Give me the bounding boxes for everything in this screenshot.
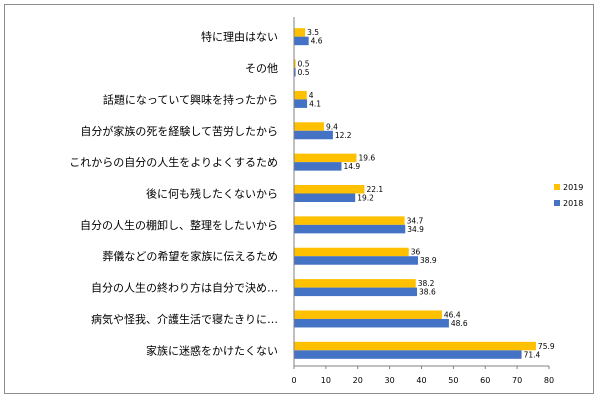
bars-group bbox=[294, 28, 536, 359]
bar-2019 bbox=[294, 122, 324, 131]
bar-2019 bbox=[294, 247, 409, 257]
bar-2019 bbox=[294, 185, 365, 194]
data-label-2019: 36 bbox=[411, 248, 421, 257]
data-label-2019: 19.6 bbox=[358, 154, 375, 163]
data-label-2019: 0.5 bbox=[298, 60, 310, 69]
data-label-2018: 4.1 bbox=[309, 99, 321, 108]
data-label-2019: 22.1 bbox=[366, 185, 383, 194]
bar-2018 bbox=[294, 36, 309, 46]
x-tick-label: 0 bbox=[291, 376, 296, 385]
legend-swatch-2018 bbox=[554, 200, 560, 206]
legend-label-2018: 2018 bbox=[563, 199, 583, 208]
category-label: 特に理由はない bbox=[201, 30, 278, 44]
bar-2019 bbox=[294, 279, 416, 288]
bar-2019 bbox=[294, 28, 306, 37]
data-label-2018: 38.9 bbox=[420, 256, 437, 265]
category-label: その他 bbox=[245, 62, 278, 75]
x-tick-label: 40 bbox=[416, 376, 426, 385]
bar-2018 bbox=[294, 224, 406, 234]
x-tick-label: 30 bbox=[385, 376, 395, 385]
bar-2019 bbox=[294, 59, 296, 69]
data-label-2018: 4.6 bbox=[311, 37, 323, 46]
bar-2019 bbox=[294, 90, 307, 100]
x-tick-label: 50 bbox=[448, 376, 458, 385]
data-label-2018: 0.5 bbox=[298, 68, 310, 77]
category-label: 葬儀などの希望を家族に伝えるため bbox=[102, 249, 278, 263]
x-tick-label: 70 bbox=[512, 376, 522, 385]
data-label-2019: 9.4 bbox=[326, 122, 338, 131]
bar-2018 bbox=[294, 350, 522, 359]
data-label-2018: 38.6 bbox=[419, 288, 436, 297]
x-axis: 0 10 20 30 40 50 60 70 80 bbox=[291, 17, 554, 385]
data-label-2018: 34.9 bbox=[407, 225, 424, 234]
category-label: 家族に迷惑をかけたくない bbox=[146, 343, 278, 357]
legend-label-2019: 2019 bbox=[563, 183, 583, 192]
bar-2018 bbox=[294, 318, 449, 328]
category-label: 話題になっていて興味を持ったから bbox=[103, 92, 278, 106]
x-tick-label: 60 bbox=[480, 376, 490, 385]
data-label-2018: 12.2 bbox=[335, 131, 352, 140]
bar-2018 bbox=[294, 256, 418, 265]
category-label: 自分の人生の棚卸し、整理をしたいから bbox=[80, 218, 278, 232]
data-label-2019: 34.7 bbox=[407, 216, 424, 225]
data-label-2019: 38.2 bbox=[418, 279, 435, 288]
bar-2018 bbox=[294, 162, 342, 171]
data-label-2019: 75.9 bbox=[538, 342, 555, 351]
data-label-2019: 4 bbox=[309, 91, 314, 100]
bar-2018 bbox=[294, 68, 296, 77]
data-label-2018: 19.2 bbox=[357, 194, 374, 203]
bar-2018 bbox=[294, 130, 333, 140]
bar-2019 bbox=[294, 310, 442, 319]
data-label-2019: 3.5 bbox=[307, 28, 319, 37]
bar-2018 bbox=[294, 287, 418, 297]
data-label-2019: 46.4 bbox=[444, 310, 461, 319]
category-label: 後に何も残したくないから bbox=[146, 187, 278, 201]
bar-2018 bbox=[294, 193, 356, 202]
legend-swatch-2019 bbox=[554, 184, 560, 190]
x-tick-label: 20 bbox=[353, 376, 363, 385]
data-label-2018: 71.4 bbox=[524, 350, 541, 359]
category-label: 自分の人生の終わり方は自分で決め… bbox=[91, 281, 278, 295]
legend: 2019 2018 bbox=[554, 183, 583, 208]
category-label: これからの自分の人生をよりよくするため bbox=[69, 155, 278, 169]
bar-2019 bbox=[294, 341, 536, 351]
bar-2019 bbox=[294, 153, 357, 163]
category-label: 病気や怪我、介護生活で寝たきりに… bbox=[91, 312, 278, 326]
x-tick-label: 10 bbox=[321, 376, 331, 385]
x-tick-label: 80 bbox=[544, 376, 554, 385]
bar-2018 bbox=[294, 99, 308, 108]
category-label: 自分が家族の死を経験して苦労したから bbox=[80, 124, 278, 138]
data-label-2018: 48.6 bbox=[451, 319, 468, 328]
data-label-2018: 14.9 bbox=[343, 162, 360, 171]
bar-2019 bbox=[294, 216, 405, 225]
